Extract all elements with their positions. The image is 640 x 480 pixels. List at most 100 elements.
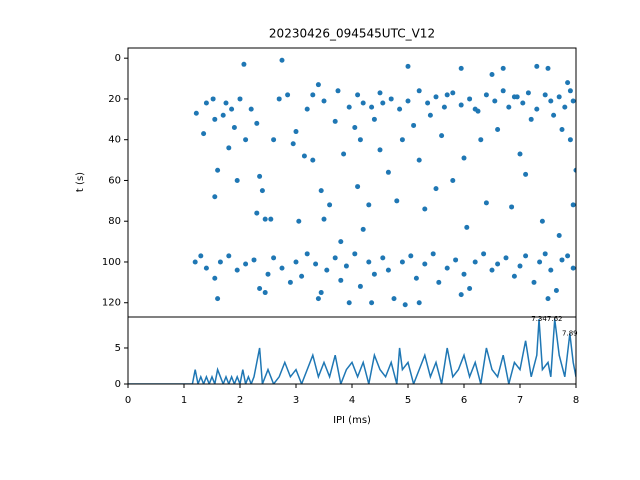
scatter-point — [472, 259, 478, 265]
scatter-point — [265, 271, 271, 277]
scatter-point — [475, 108, 481, 114]
scatter-point — [433, 94, 439, 100]
chart-title: 20230426_094545UTC_V12 — [269, 27, 435, 41]
scatter-point — [203, 100, 209, 106]
scatter-point — [276, 96, 282, 102]
scatter-point — [405, 63, 411, 69]
scatter-point — [495, 261, 501, 267]
scatter-point — [517, 263, 523, 269]
scatter-point — [310, 157, 316, 163]
scatter-point — [332, 255, 338, 261]
scatter-point — [201, 131, 207, 137]
scatter-point — [193, 110, 199, 116]
scatter-point — [299, 273, 305, 279]
scatter-point — [259, 188, 265, 194]
scatter-point — [352, 251, 358, 257]
scatter-point — [511, 273, 517, 279]
scatter-point — [458, 292, 464, 298]
scatter-point — [559, 127, 565, 133]
scatter-point — [327, 202, 333, 208]
scatter-point — [444, 92, 450, 98]
scatter-point — [534, 63, 540, 69]
scatter-point — [537, 259, 543, 265]
scatter-point — [450, 177, 456, 183]
scatter-point — [416, 88, 422, 94]
scatter-point — [366, 259, 372, 265]
scatter-point — [346, 104, 352, 110]
scatter-point — [360, 100, 366, 106]
scatter-point — [570, 98, 576, 104]
peak-annotation: 7.34 — [531, 315, 547, 323]
scatter-point — [553, 288, 559, 294]
scatter-point — [523, 171, 529, 177]
scatter-point — [341, 151, 347, 157]
scatter-point — [355, 92, 361, 98]
scatter-point — [562, 104, 568, 110]
x-tick-label: 1 — [181, 395, 187, 406]
scatter-point — [427, 112, 433, 118]
x-tick-label: 7 — [517, 395, 523, 406]
scatter-point — [271, 255, 277, 261]
scatter-point — [573, 167, 576, 173]
scatter-point — [254, 210, 260, 216]
scatter-point — [254, 120, 260, 126]
scatter-point — [489, 71, 495, 77]
scatter-point — [313, 261, 319, 267]
scatter-point — [405, 98, 411, 104]
scatter-point — [458, 102, 464, 108]
scatter-point — [509, 204, 515, 210]
scatter-point — [517, 151, 523, 157]
scatter-point — [397, 106, 403, 112]
scatter-point — [433, 186, 439, 192]
scatter-point — [251, 257, 257, 263]
scatter-point — [464, 224, 470, 230]
scatter-point — [548, 98, 554, 104]
scatter-point — [567, 88, 573, 94]
scatter-point — [310, 92, 316, 98]
y-tick-label: 80 — [108, 216, 121, 227]
scatter-point — [422, 261, 428, 267]
scatter-point — [296, 218, 302, 224]
scatter-point — [241, 61, 247, 67]
scatter-point — [346, 300, 352, 306]
scatter-point — [506, 104, 512, 110]
scatter-point — [366, 202, 372, 208]
scatter-point — [198, 253, 204, 259]
scatter-point — [215, 167, 221, 173]
scatter-point — [377, 147, 383, 153]
scatter-point — [271, 137, 277, 143]
scatter-point — [467, 96, 473, 102]
scatter-point — [545, 65, 551, 71]
y-tick-label: 0 — [115, 53, 121, 64]
scatter-point — [203, 265, 209, 271]
x-tick-label: 2 — [237, 395, 243, 406]
scatter-point — [520, 100, 526, 106]
scatter-point — [430, 251, 436, 257]
scatter-point — [321, 216, 327, 222]
scatter-point — [352, 124, 358, 130]
scatter-point — [559, 257, 565, 263]
scatter-point — [413, 275, 419, 281]
scatter-point — [461, 271, 467, 277]
scatter-point — [523, 253, 529, 259]
scatter-point — [290, 141, 296, 147]
scatter-point — [525, 90, 531, 96]
scatter-point — [257, 285, 263, 291]
peak-annotation: 7.89 — [562, 330, 578, 338]
y-tick-label: 40 — [108, 135, 121, 146]
scatter-point — [357, 137, 363, 143]
scatter-point — [416, 300, 422, 306]
scatter-point — [489, 267, 495, 273]
scatter-point — [388, 96, 394, 102]
scatter-point — [570, 265, 576, 271]
scatter-point — [360, 226, 366, 232]
scatter-point — [279, 57, 285, 63]
scatter-point — [268, 216, 274, 222]
scatter-point — [570, 202, 576, 208]
scatter-point — [503, 255, 509, 261]
scatter-point — [467, 285, 473, 291]
scatter-point — [212, 275, 218, 281]
peak-annotation: 7.62 — [547, 315, 563, 323]
scatter-point — [542, 92, 548, 98]
